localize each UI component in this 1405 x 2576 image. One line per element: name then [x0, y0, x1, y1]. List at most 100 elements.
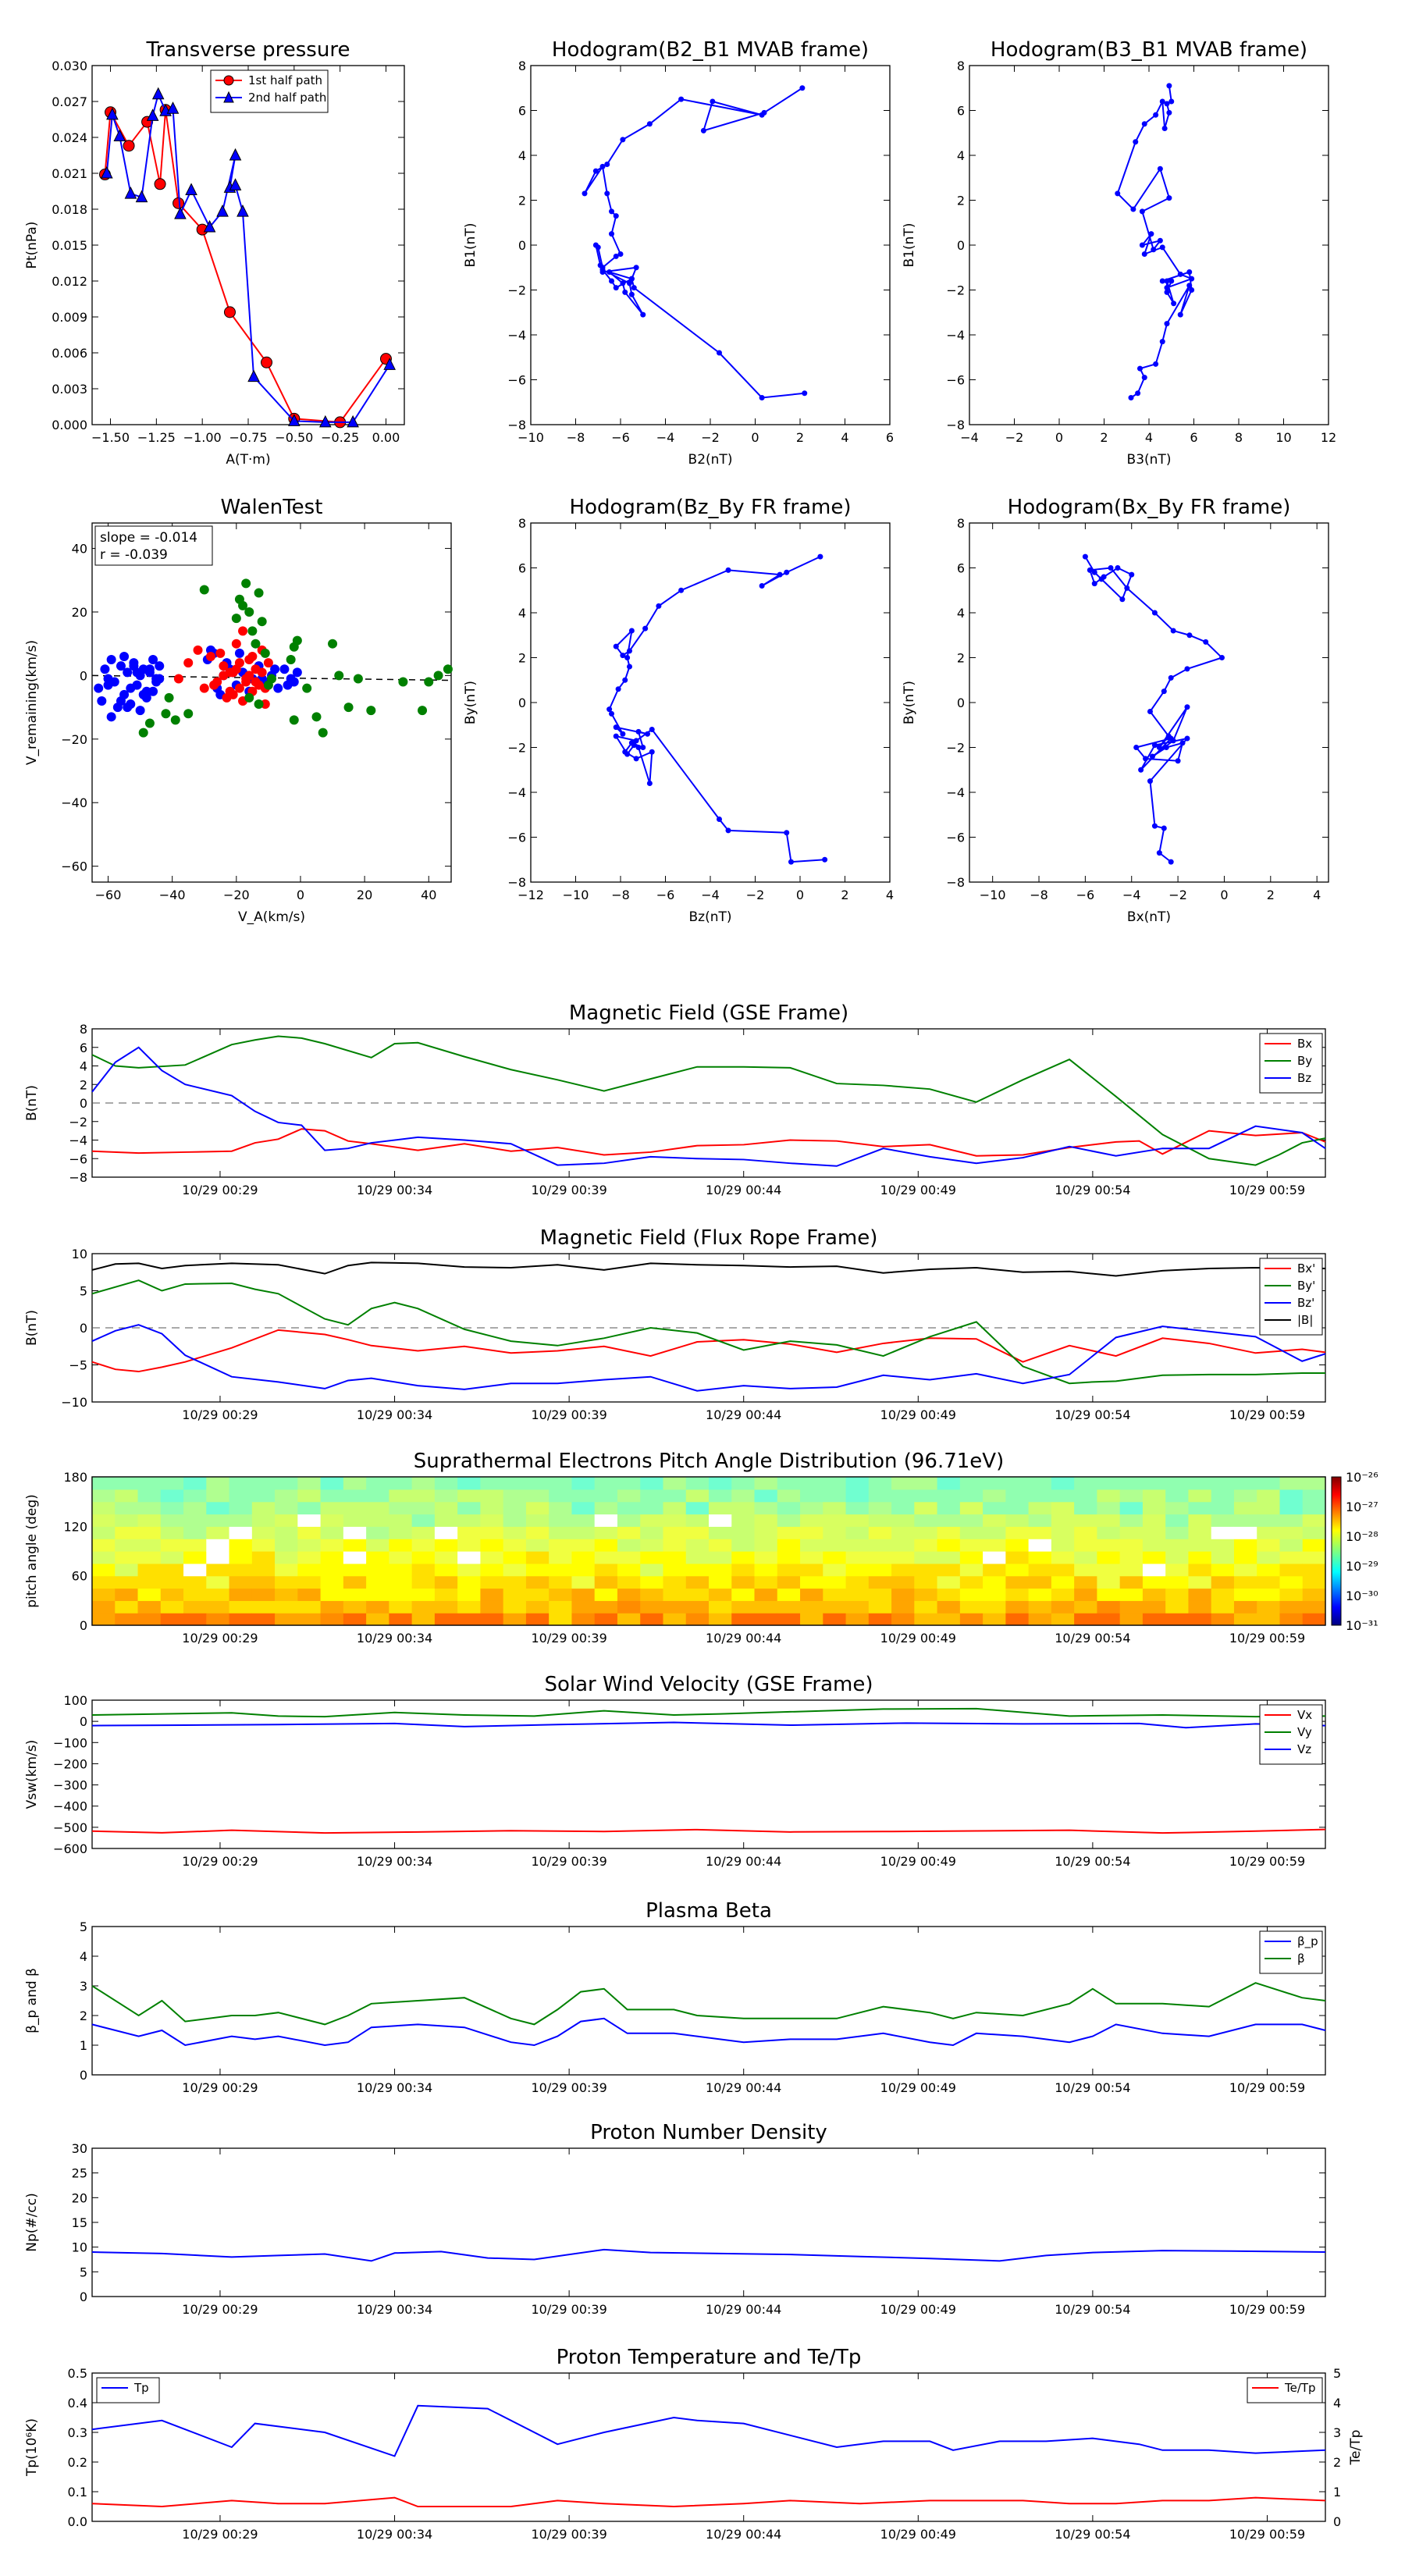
pad-cell: [868, 1600, 892, 1614]
vsw-legend: [1259, 1704, 1323, 1765]
pad-cell: [709, 1563, 732, 1577]
hodoB2B1-ytick-label: 6: [518, 104, 526, 119]
hodoBxBy-title: Hodogram(Bx_By FR frame): [1008, 496, 1291, 519]
pad-cell: [983, 1539, 1006, 1552]
hodoB3B1-point: [1164, 101, 1170, 107]
hodoB3B1-point: [1148, 231, 1154, 237]
pad-cell: [1211, 1588, 1235, 1601]
pad-cell: [503, 1575, 527, 1589]
pad-cell: [891, 1551, 915, 1564]
walen-point: [144, 664, 155, 674]
pad-frame-top: [91, 1476, 1326, 1626]
pad-cell: [617, 1477, 641, 1490]
pad-cell: [320, 1551, 344, 1564]
hodoBzBy-point: [620, 731, 626, 737]
pad-cell: [480, 1501, 504, 1515]
pad-cell: [1097, 1575, 1121, 1589]
pad-cell: [160, 1575, 184, 1589]
pad-cell: [183, 1501, 207, 1515]
hodoB2B1-point: [599, 267, 606, 273]
pad-cell: [320, 1501, 344, 1515]
walen-point: [231, 664, 241, 674]
pad-cell: [754, 1514, 778, 1527]
pad-cell: [617, 1514, 641, 1527]
pad-cell: [1233, 1539, 1257, 1552]
bgse-ytick-label: 6: [80, 1041, 87, 1055]
pad-cell: [914, 1539, 938, 1552]
pad-cell: [640, 1514, 664, 1527]
hodoB3B1-xtick-label: 8: [1235, 430, 1243, 445]
pad-cell: [457, 1477, 482, 1490]
hodoBzBy-xtick-label: −4: [701, 888, 720, 902]
hodoB3B1-ytick-label: −2: [946, 283, 965, 298]
walen-point: [257, 617, 267, 627]
np-title: Proton Number Density: [590, 2121, 827, 2144]
pad-cell: [800, 1551, 823, 1564]
pad-cell: [914, 1514, 938, 1527]
pad-cell: [343, 1588, 367, 1601]
beta-legend-label: β: [1297, 1952, 1305, 1966]
pad-cell: [389, 1477, 413, 1490]
hodoB2B1-xtick-label: 6: [886, 430, 894, 445]
tp-legend: [96, 2377, 160, 2403]
bfr-xtick-label: 10/29 00:29: [182, 1407, 258, 1422]
hodoB2B1-point: [633, 265, 639, 271]
walen-point: [183, 709, 194, 719]
pad-cell: [983, 1514, 1006, 1527]
hodoBxBy-ytick-label: 2: [957, 651, 965, 666]
hodoBxBy-point: [1151, 742, 1158, 749]
pad-cell: [1074, 1575, 1098, 1589]
hodoB3B1-point: [1166, 195, 1172, 201]
pad-cell: [571, 1477, 596, 1490]
pad-cell: [571, 1563, 596, 1577]
pad-cell: [685, 1514, 710, 1527]
pad-cell: [1119, 1489, 1144, 1503]
pad-cell: [366, 1477, 389, 1490]
pad-cell: [549, 1539, 573, 1552]
vsw-legend-label: Vy: [1297, 1725, 1312, 1739]
bfr-series-|B|: [91, 1261, 1325, 1277]
pad-cell: [1119, 1563, 1144, 1577]
beta-xtick-label: 10/29 00:59: [1229, 2080, 1305, 2095]
pad-cell: [434, 1588, 458, 1601]
pt-ytick-label: 0.015: [52, 238, 87, 253]
pad-cell: [389, 1600, 413, 1614]
pad-cell: [845, 1489, 870, 1503]
pt-point: [154, 178, 166, 190]
hodoBxBy-point: [1143, 756, 1149, 762]
pad-cell: [571, 1526, 596, 1539]
pad-cell: [845, 1600, 870, 1614]
walen-point: [170, 715, 180, 725]
walen-point: [398, 677, 408, 687]
pad-cell: [206, 1613, 230, 1625]
np-ytick-label: 5: [80, 2265, 87, 2279]
beta-xtick-label: 10/29 00:54: [1055, 2080, 1130, 2095]
pt-xtick-label: −0.25: [321, 430, 359, 445]
pad-cell: [1257, 1526, 1281, 1539]
np-ytick-label: 15: [72, 2215, 87, 2230]
hodoBxBy-point: [1179, 740, 1186, 746]
pad-cell: [1005, 1526, 1030, 1539]
hodoBzBy-ytick-label: −6: [507, 831, 526, 845]
hodoB2B1-ytick-label: −2: [507, 283, 526, 298]
hodoBxBy-point: [1161, 688, 1167, 695]
walen-point: [183, 658, 194, 668]
pad-cell: [731, 1551, 756, 1564]
vsw-ytick-label: −300: [53, 1778, 87, 1793]
pad-cell: [160, 1563, 184, 1577]
beta-ytick-label: 1: [80, 2038, 87, 2053]
pad-cell: [845, 1613, 870, 1625]
pad-cell: [1165, 1477, 1190, 1490]
pad-cell: [343, 1501, 367, 1515]
pad-cell: [366, 1539, 389, 1552]
pad-cell: [594, 1563, 618, 1577]
pad-cell: [1005, 1563, 1030, 1577]
pad-cell: [1051, 1551, 1075, 1564]
pt-ytick-label: 0.006: [52, 346, 87, 361]
bfr-xtick-label: 10/29 00:59: [1229, 1407, 1305, 1422]
pad-cell: [663, 1514, 687, 1527]
hodoB3B1-xtick-label: 12: [1321, 430, 1336, 445]
pad-cell: [297, 1539, 322, 1552]
pad-cell: [389, 1563, 413, 1577]
